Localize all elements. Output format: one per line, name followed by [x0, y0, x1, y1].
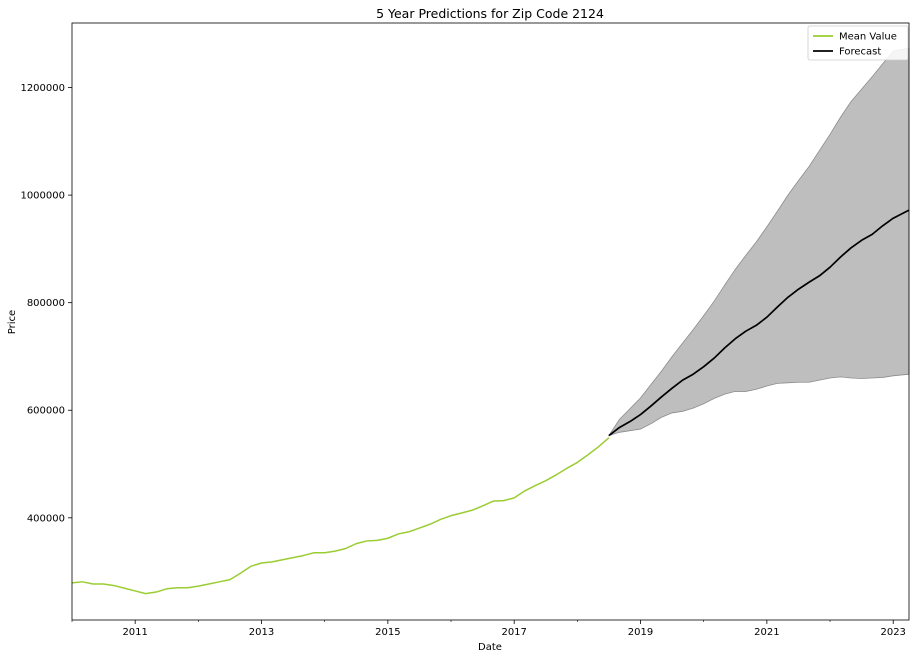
- x-tick-label: 2019: [628, 627, 653, 638]
- x-tick-label: 2023: [880, 627, 905, 638]
- plot-frame: [71, 22, 910, 621]
- plot-area: [71, 47, 910, 595]
- y-tick-label: 800000: [27, 298, 65, 309]
- y-tick-label: 400000: [27, 513, 65, 524]
- series-line-forecast: [608, 209, 910, 437]
- x-tick-label: 2013: [249, 627, 274, 638]
- legend-label-mean-value: Mean Value: [839, 32, 897, 43]
- y-tick-label: 1000000: [20, 191, 65, 202]
- x-axis-label: Date: [478, 642, 502, 653]
- y-tick-label: 600000: [27, 406, 65, 417]
- y-tick-label: 1200000: [20, 83, 65, 94]
- series-line-mean-value: [71, 437, 610, 595]
- axes: 400000 600000 800000 1000000 1200000 2011 2013…: [20, 22, 910, 638]
- confidence-band: [608, 47, 910, 437]
- x-tick-label: 2011: [122, 627, 147, 638]
- x-tick-label: 2017: [501, 627, 526, 638]
- x-tick-label: 2015: [375, 627, 400, 638]
- y-axis-label: Price: [7, 310, 18, 334]
- legend: Mean Value Forecast: [807, 25, 909, 61]
- chart-title: 5 Year Predictions for Zip Code 2124: [376, 6, 604, 21]
- x-tick-label: 2021: [754, 627, 779, 638]
- legend-label-forecast: Forecast: [839, 47, 881, 58]
